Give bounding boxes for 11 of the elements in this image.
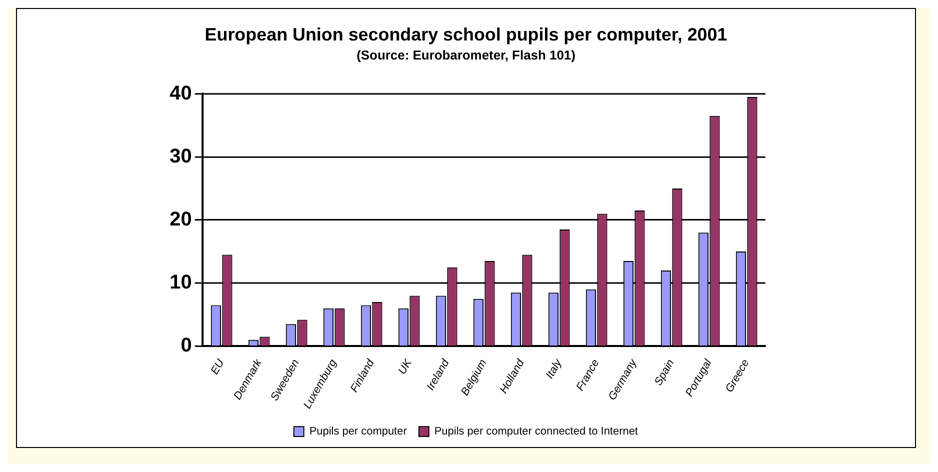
y-tick-label: 20	[170, 208, 192, 230]
legend-label: Pupils per computer connected to Internet	[434, 426, 638, 438]
x-tick-label: EU	[208, 357, 227, 377]
chart-title: European Union secondary school pupils per computer, 2001	[204, 24, 728, 45]
y-tick-label: 40	[170, 82, 192, 104]
y-tick-label: 0	[180, 334, 192, 357]
y-tick-label: 10	[170, 272, 192, 294]
y-tick-label: 30	[170, 145, 192, 168]
legend-label: Pupils per computer	[309, 426, 408, 438]
chart-subtitle: (Source: Eurobarometer, Flash 101)	[356, 48, 576, 63]
x-tick-label: UK	[396, 356, 415, 377]
